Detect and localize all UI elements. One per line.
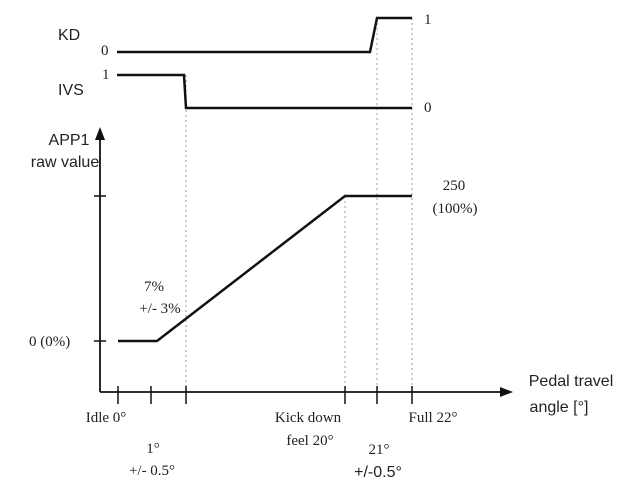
kd-label: KD [58, 27, 80, 44]
y-max-label-line2: (100%) [433, 201, 478, 217]
ivs-high-label: 1 [102, 67, 110, 83]
ivs-label: IVS [58, 82, 84, 99]
x-21deg-label-line1: 21° [369, 442, 390, 458]
kd-high-label: 1 [424, 12, 432, 28]
y-axis-label-line1: APP1 [49, 132, 90, 149]
y-axis-label-line2: raw value [31, 154, 100, 171]
x-axis-label-line1: Pedal travel [529, 373, 614, 390]
y-axis-arrow-icon [95, 127, 105, 140]
x-kick-down-label-line2: feel 20° [286, 433, 333, 449]
app1-curve [118, 194, 412, 343]
ivs-low-label: 0 [424, 100, 432, 116]
x-axis-arrow-icon [500, 387, 513, 397]
x-21deg-label-line2: +/-0.5° [354, 464, 402, 481]
y-max-label-line1: 250 [443, 178, 466, 194]
x-idle-label: Idle 0° [86, 410, 127, 426]
x-full-label: Full 22° [409, 410, 458, 426]
x-1deg-label-line1: 1° [146, 441, 160, 457]
tolerance-label-line2: +/- 3% [139, 301, 180, 317]
x-kick-down-label-line1: Kick down [275, 410, 342, 426]
x-1deg-label-line2: +/- 0.5° [129, 463, 175, 479]
kd-low-label: 0 [101, 43, 109, 59]
ivs-signal-line [117, 73, 412, 110]
x-axis-label-line2: angle [°] [530, 399, 589, 416]
kd-signal-line [117, 16, 412, 54]
tolerance-label-line1: 7% [144, 279, 164, 295]
y-zero-label: 0 (0%) [29, 334, 70, 350]
